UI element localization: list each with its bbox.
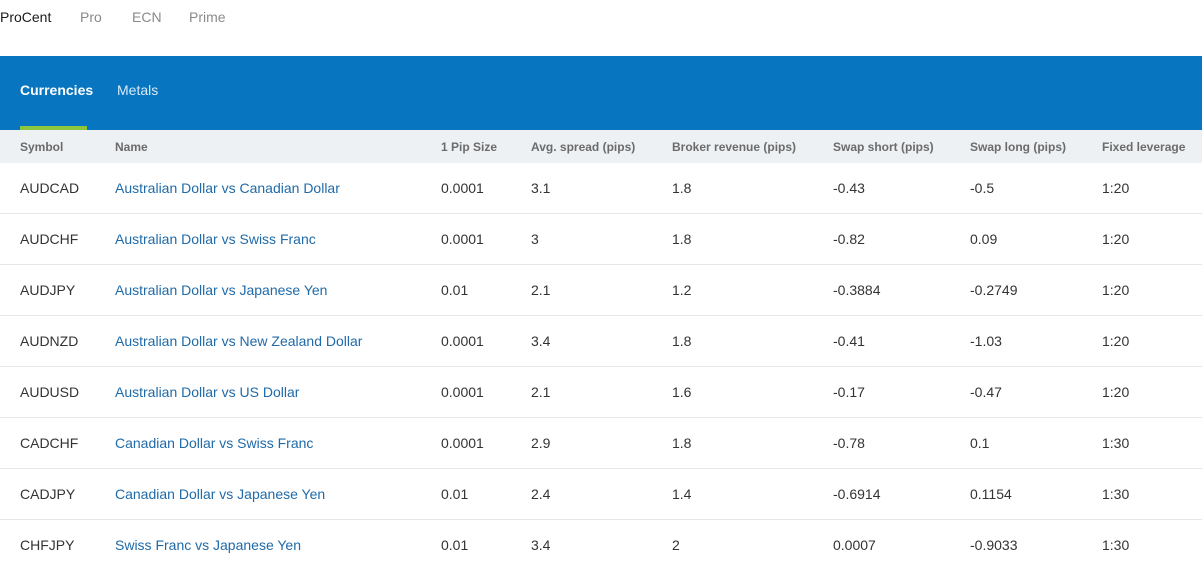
cell-symbol: AUDUSD [20,384,80,400]
instrument-name-link[interactable]: Canadian Dollar vs Swiss Franc [115,435,314,451]
cell-pip-size: 0.0001 [441,384,484,400]
table-row: CHFJPY Swiss Franc vs Japanese Yen 0.01 … [0,520,1202,569]
cell-fixed-leverage: 1:30 [1102,435,1130,451]
instrument-name-link[interactable]: Australian Dollar vs New Zealand Dollar [115,333,363,349]
cell-broker-revenue: 1.8 [672,180,692,196]
cell-swap-long: 0.09 [970,231,998,247]
cell-fixed-leverage: 1:30 [1102,537,1130,553]
column-header-name[interactable]: Name [115,140,148,154]
cell-swap-short: -0.17 [833,384,865,400]
cell-fixed-leverage: 1:20 [1102,231,1130,247]
column-header-swap-short[interactable]: Swap short (pips) [833,140,934,154]
instrument-name-link[interactable]: Australian Dollar vs Japanese Yen [115,282,328,298]
instrument-name-link[interactable]: Swiss Franc vs Japanese Yen [115,537,301,553]
column-header-broker-revenue[interactable]: Broker revenue (pips) [672,140,797,154]
cell-swap-long: 0.1 [970,435,990,451]
tab-currencies[interactable]: Currencies [20,82,94,98]
cell-symbol: AUDCHF [20,231,79,247]
cell-swap-short: -0.82 [833,231,865,247]
cell-swap-long: -0.5 [970,180,995,196]
cell-pip-size: 0.01 [441,282,469,298]
cell-broker-revenue: 2 [672,537,680,553]
cell-broker-revenue: 1.8 [672,435,692,451]
instrument-name-link[interactable]: Australian Dollar vs Canadian Dollar [115,180,340,196]
cell-avg-spread: 3.4 [531,537,551,553]
table-row: AUDUSD Australian Dollar vs US Dollar 0.… [0,367,1202,418]
cell-avg-spread: 3 [531,231,539,247]
table-row: AUDCAD Australian Dollar vs Canadian Dol… [0,163,1202,214]
active-subtab-indicator [20,126,87,130]
table-row: AUDCHF Australian Dollar vs Swiss Franc … [0,214,1202,265]
cell-broker-revenue: 1.4 [672,486,692,502]
cell-pip-size: 0.01 [441,486,469,502]
cell-fixed-leverage: 1:30 [1102,486,1130,502]
cell-broker-revenue: 1.8 [672,333,692,349]
cell-fixed-leverage: 1:20 [1102,282,1130,298]
cell-swap-short: -0.41 [833,333,865,349]
column-header-symbol[interactable]: Symbol [20,140,64,154]
account-type-tabs: ProCent Pro ECN Prime [0,0,1202,56]
table-header: Symbol Name 1 Pip Size Avg. spread (pips… [0,130,1202,163]
cell-swap-long: -1.03 [970,333,1002,349]
cell-swap-short: -0.43 [833,180,865,196]
column-header-fixed-leverage[interactable]: Fixed leverage [1102,140,1186,154]
cell-avg-spread: 2.1 [531,384,551,400]
cell-swap-long: -0.47 [970,384,1002,400]
tab-prime[interactable]: Prime [189,9,226,25]
cell-symbol: AUDNZD [20,333,79,349]
tab-procent[interactable]: ProCent [0,9,52,25]
cell-broker-revenue: 1.6 [672,384,692,400]
cell-swap-short: -0.6914 [833,486,881,502]
cell-symbol: CADJPY [20,486,76,502]
cell-swap-long: 0.1154 [970,486,1012,502]
instrument-tabs-bar: Currencies Metals [0,56,1202,130]
cell-avg-spread: 2.9 [531,435,551,451]
instrument-name-link[interactable]: Australian Dollar vs US Dollar [115,384,300,400]
cell-swap-long: -0.9033 [970,537,1018,553]
cell-fixed-leverage: 1:20 [1102,384,1130,400]
cell-pip-size: 0.0001 [441,180,484,196]
cell-pip-size: 0.0001 [441,231,484,247]
cell-broker-revenue: 1.2 [672,282,692,298]
cell-swap-short: -0.3884 [833,282,881,298]
cell-swap-short: 0.0007 [833,537,876,553]
cell-pip-size: 0.0001 [441,333,484,349]
cell-symbol: AUDJPY [20,282,76,298]
cell-fixed-leverage: 1:20 [1102,180,1130,196]
cell-fixed-leverage: 1:20 [1102,333,1130,349]
cell-symbol: CADCHF [20,435,79,451]
cell-avg-spread: 3.4 [531,333,551,349]
table-row: CADCHF Canadian Dollar vs Swiss Franc 0.… [0,418,1202,469]
cell-swap-long: -0.2749 [970,282,1018,298]
cell-pip-size: 0.01 [441,537,469,553]
cell-symbol: AUDCAD [20,180,80,196]
tab-pro[interactable]: Pro [80,9,102,25]
instrument-name-link[interactable]: Canadian Dollar vs Japanese Yen [115,486,326,502]
table-row: CADJPY Canadian Dollar vs Japanese Yen 0… [0,469,1202,520]
cell-avg-spread: 2.4 [531,486,551,502]
column-header-avg-spread[interactable]: Avg. spread (pips) [531,140,636,154]
table-row: AUDNZD Australian Dollar vs New Zealand … [0,316,1202,367]
cell-symbol: CHFJPY [20,537,75,553]
cell-swap-short: -0.78 [833,435,865,451]
tab-ecn[interactable]: ECN [132,9,162,25]
cell-avg-spread: 2.1 [531,282,551,298]
instrument-name-link[interactable]: Australian Dollar vs Swiss Franc [115,231,316,247]
tab-metals[interactable]: Metals [117,82,159,98]
instruments-table-body: AUDCAD Australian Dollar vs Canadian Dol… [0,163,1202,569]
table-row: AUDJPY Australian Dollar vs Japanese Yen… [0,265,1202,316]
active-tab-indicator [0,53,50,56]
column-header-pip-size[interactable]: 1 Pip Size [441,140,498,154]
cell-avg-spread: 3.1 [531,180,551,196]
cell-broker-revenue: 1.8 [672,231,692,247]
column-header-swap-long[interactable]: Swap long (pips) [970,140,1066,154]
cell-pip-size: 0.0001 [441,435,484,451]
